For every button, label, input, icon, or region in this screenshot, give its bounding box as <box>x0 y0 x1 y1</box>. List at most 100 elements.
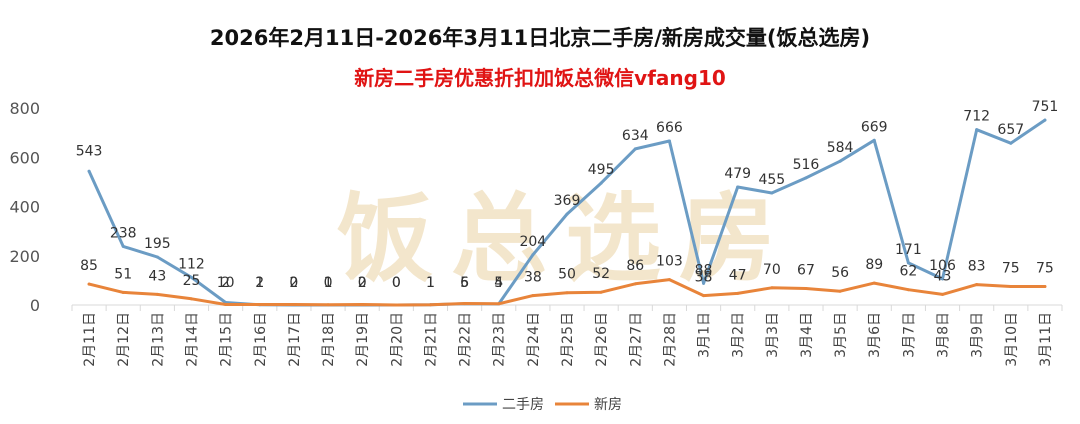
y-tick-label: 0 <box>30 296 40 315</box>
data-point <box>497 302 501 306</box>
data-label: 479 <box>724 166 751 182</box>
data-point <box>292 303 296 307</box>
data-label: 455 <box>758 172 785 188</box>
x-tick-label: 3月7日 <box>901 312 917 358</box>
data-point <box>155 255 159 259</box>
data-label: 56 <box>831 265 849 281</box>
x-tick-label: 2月13日 <box>150 312 166 367</box>
x-tick-label: 2月22日 <box>458 312 474 367</box>
data-point <box>599 181 603 185</box>
x-tick-label: 3月8日 <box>936 312 952 358</box>
data-point <box>770 286 774 290</box>
data-label: 516 <box>793 157 820 173</box>
data-label: 543 <box>76 143 103 159</box>
data-label: 75 <box>1002 261 1020 277</box>
x-tick-label: 3月6日 <box>867 312 883 358</box>
data-label: 0 <box>392 275 401 291</box>
data-label: 1 <box>255 275 264 291</box>
data-point <box>258 303 262 307</box>
data-label: 0 <box>358 275 367 291</box>
data-point <box>941 277 945 281</box>
data-label: 712 <box>963 109 990 125</box>
x-tick-label: 3月4日 <box>799 312 815 358</box>
data-point <box>667 139 671 143</box>
data-point <box>1043 285 1047 289</box>
x-tick-label: 3月2日 <box>731 312 747 358</box>
legend-label-new-home: 新房 <box>594 397 622 413</box>
x-tick-label: 3月11日 <box>1038 312 1054 367</box>
data-label: 669 <box>861 119 888 135</box>
data-label: 112 <box>178 256 205 272</box>
data-label: 70 <box>763 262 781 278</box>
x-tick-label: 2月18日 <box>321 312 337 367</box>
data-point <box>736 185 740 189</box>
data-label: 204 <box>519 234 546 250</box>
data-point <box>633 147 637 151</box>
data-point <box>667 278 671 282</box>
x-tick-label: 2月17日 <box>287 312 303 367</box>
data-label: 51 <box>114 266 132 282</box>
data-label: 86 <box>626 258 644 274</box>
data-label: 666 <box>656 120 683 136</box>
x-tick-label: 2月27日 <box>628 312 644 367</box>
data-label: 106 <box>929 258 956 274</box>
data-point <box>326 303 330 307</box>
x-tick-label: 2月15日 <box>219 312 235 367</box>
data-label: 83 <box>968 259 986 275</box>
x-tick-label: 3月1日 <box>697 312 713 358</box>
data-label: 4 <box>494 275 503 291</box>
data-label: 67 <box>797 263 815 279</box>
data-label: 2 <box>289 275 298 291</box>
x-tick-label: 3月5日 <box>833 312 849 358</box>
data-point <box>736 291 740 295</box>
data-point <box>906 288 910 292</box>
data-label: 6 <box>460 275 469 291</box>
data-point <box>975 128 979 132</box>
data-point <box>1009 141 1013 145</box>
data-label: 0 <box>392 275 401 291</box>
x-tick-label: 2月19日 <box>355 312 371 367</box>
data-point <box>565 291 569 295</box>
data-label: 495 <box>588 162 615 178</box>
data-point <box>941 292 945 296</box>
data-point <box>531 294 535 298</box>
data-label: 1 <box>324 275 333 291</box>
data-label: 43 <box>934 268 952 284</box>
x-tick-label: 2月21日 <box>423 312 439 367</box>
chart-subtitle: 新房二手房优惠折扣加饭总微信vfang10 <box>354 66 726 90</box>
data-label: 25 <box>183 273 201 289</box>
data-point <box>87 169 91 173</box>
data-label: 584 <box>827 140 854 156</box>
series-lines <box>87 118 1047 307</box>
data-label: 103 <box>656 254 683 270</box>
data-point <box>155 292 159 296</box>
data-point <box>121 290 125 294</box>
x-tick-label: 2月23日 <box>492 312 508 367</box>
chart-title: 2026年2月11日-2026年3月11日北京二手房/新房成交量(饭总选房) <box>209 26 871 50</box>
data-label: 2 <box>358 275 367 291</box>
y-tick-label: 400 <box>9 198 40 217</box>
x-tick-label: 2月11日 <box>82 312 98 367</box>
x-tick-label: 3月3日 <box>765 312 781 358</box>
data-label: 0 <box>289 275 298 291</box>
data-point <box>463 302 467 306</box>
data-point <box>872 138 876 142</box>
data-label: 5 <box>460 275 469 291</box>
data-label: 88 <box>695 262 713 278</box>
data-label: 5 <box>494 275 503 291</box>
data-point <box>702 294 706 298</box>
x-tick-label: 2月20日 <box>389 312 405 367</box>
data-point <box>428 303 432 307</box>
data-label: 195 <box>144 236 171 252</box>
data-label: 50 <box>558 267 576 283</box>
data-point <box>360 303 364 307</box>
data-label: 43 <box>148 268 166 284</box>
data-label: 369 <box>554 193 581 209</box>
data-label: 657 <box>997 122 1024 138</box>
data-label: 2 <box>221 275 230 291</box>
data-point <box>702 281 706 285</box>
data-point <box>838 159 842 163</box>
